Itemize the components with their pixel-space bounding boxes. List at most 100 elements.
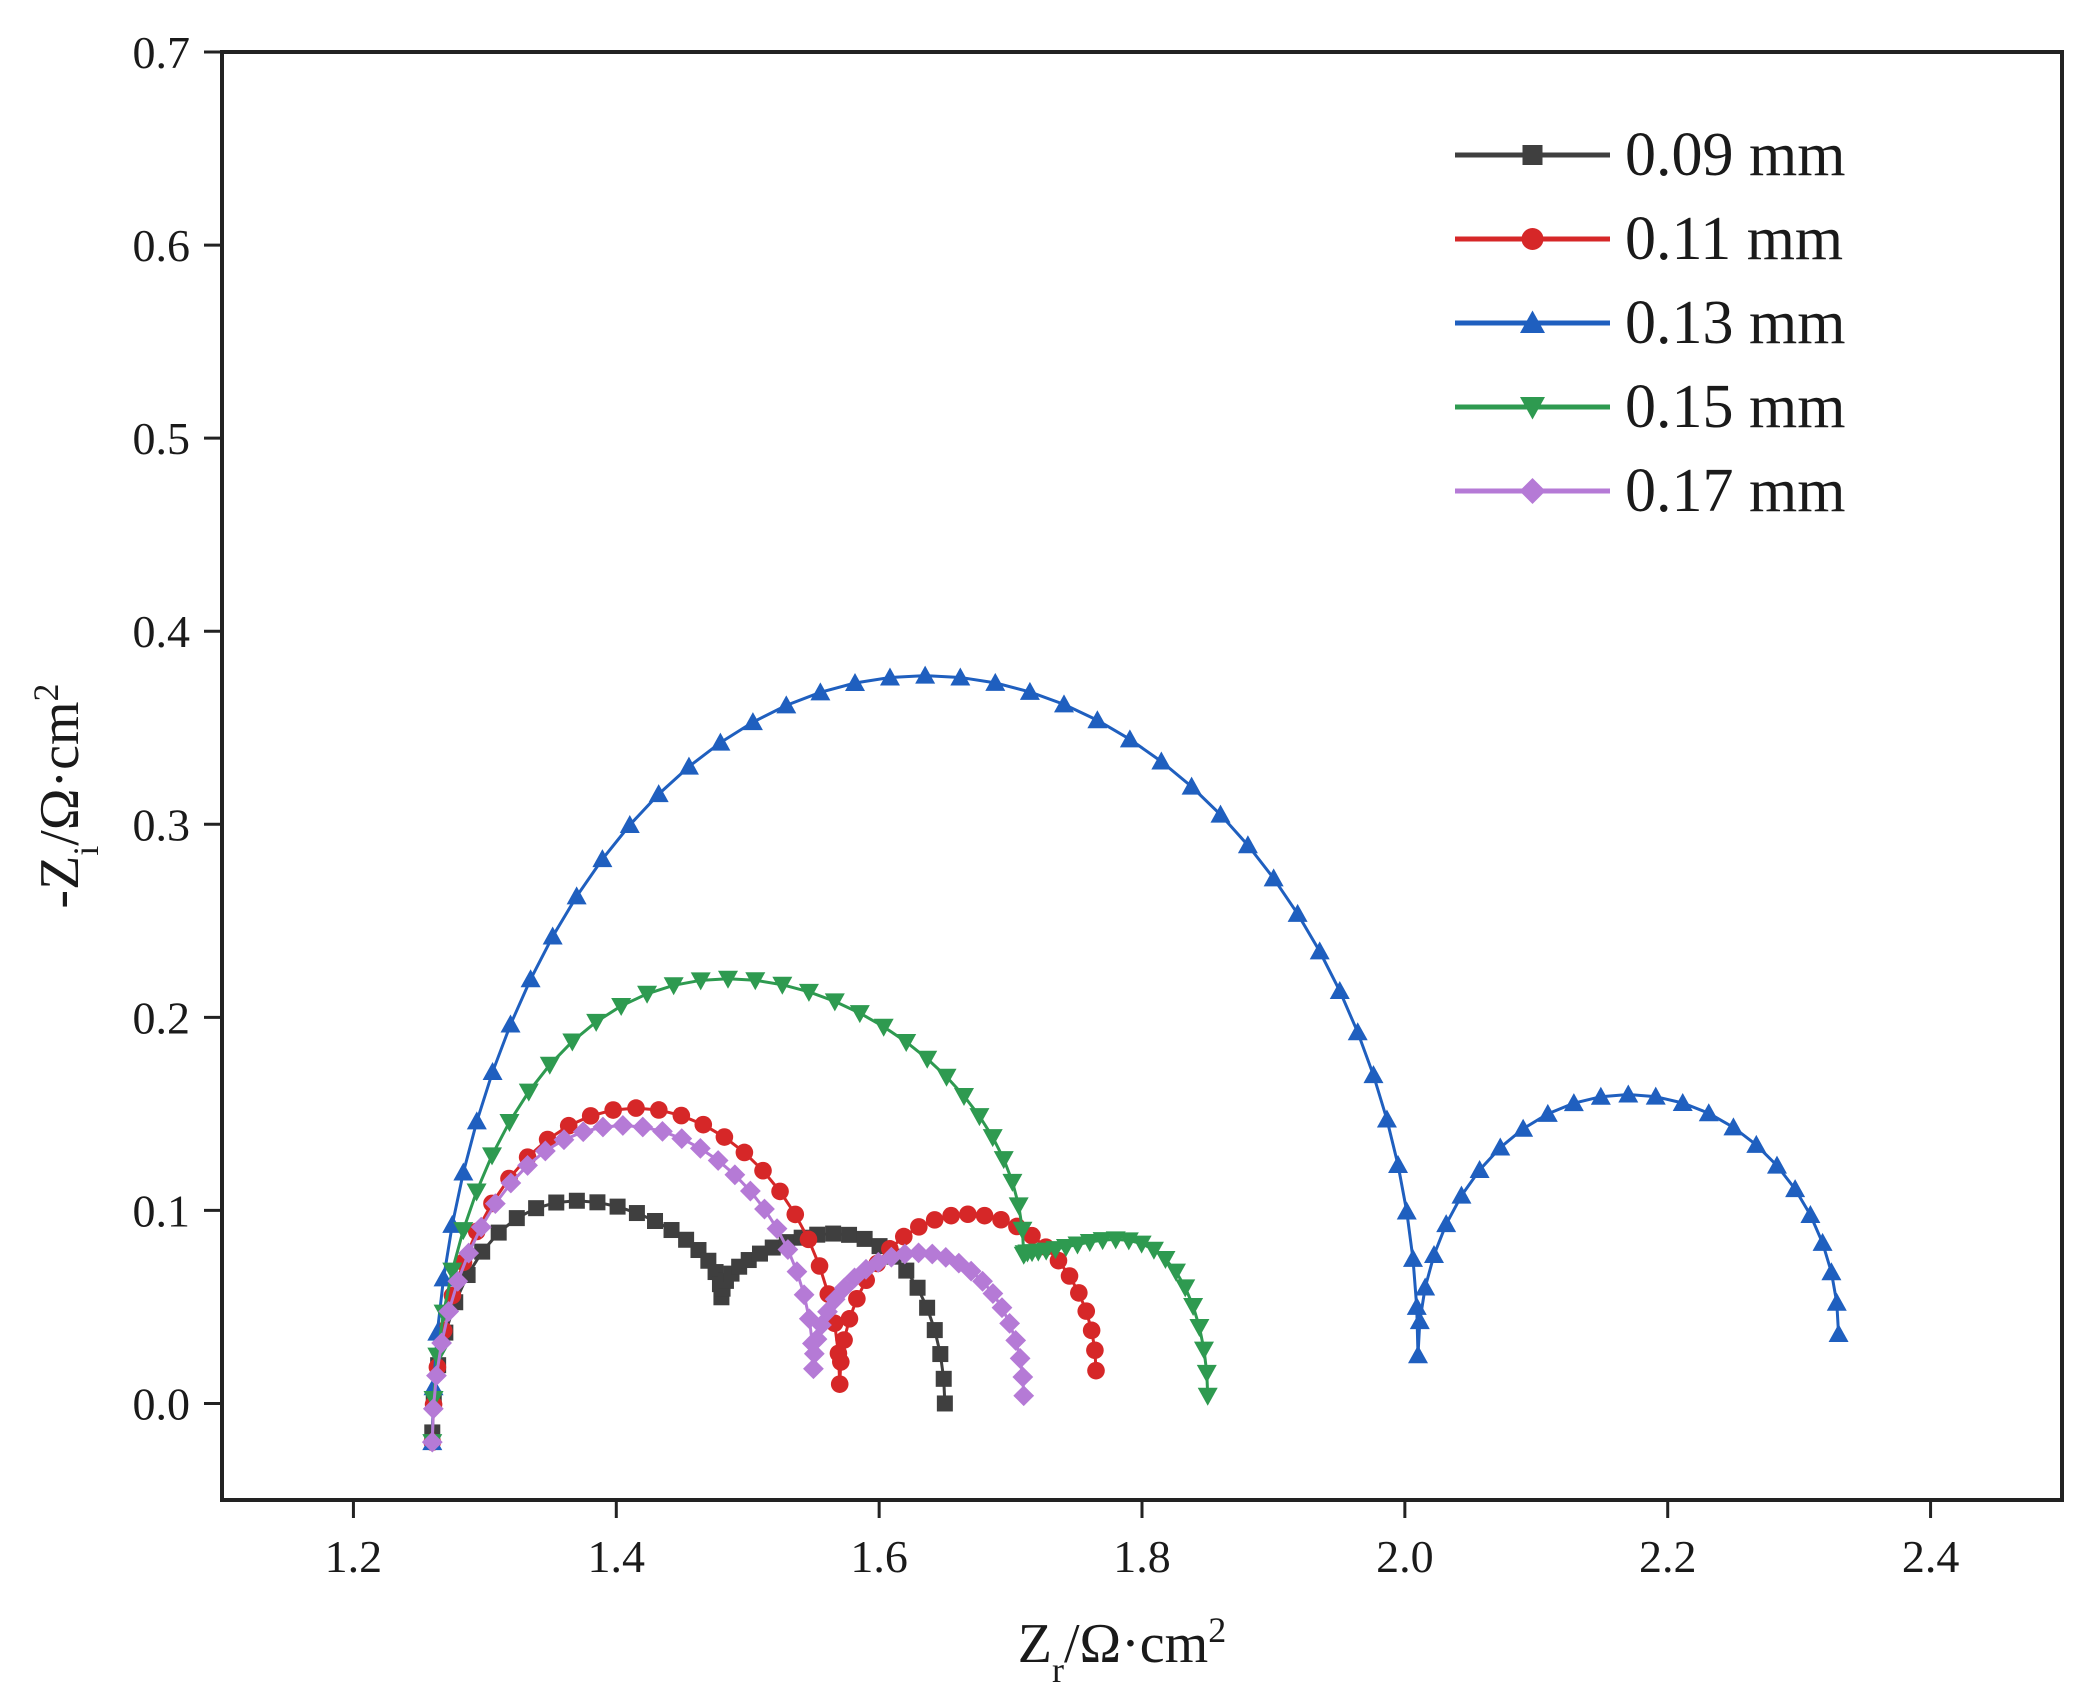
- data-point: [735, 1143, 754, 1162]
- data-point: [484, 1193, 506, 1215]
- data-point: [754, 1161, 772, 1180]
- x-tick-label: 2.4: [1902, 1531, 1960, 1582]
- data-point: [1067, 1236, 1088, 1255]
- x-tick-label: 2.0: [1376, 1531, 1434, 1582]
- series-0.17-mm: [421, 1115, 1035, 1453]
- legend-label: 0.09 mm: [1625, 121, 1845, 189]
- data-point: [499, 1113, 520, 1132]
- data-point: [992, 1210, 1010, 1229]
- data-point: [742, 712, 763, 731]
- data-point: [1451, 1185, 1472, 1204]
- data-point: [993, 1151, 1014, 1170]
- data-point: [898, 1262, 915, 1279]
- data-point: [421, 1431, 443, 1453]
- data-point: [612, 1115, 634, 1136]
- data-point: [1086, 1341, 1104, 1360]
- data-point: [936, 1395, 953, 1412]
- data-point: [935, 1370, 952, 1387]
- data-point: [1092, 1232, 1113, 1251]
- data-point: [1522, 145, 1543, 165]
- data-point: [925, 1211, 944, 1229]
- data-point: [1388, 1154, 1409, 1173]
- y-tick-label: 0.0: [133, 1378, 191, 1429]
- data-point: [848, 1289, 866, 1308]
- y-tick-label: 0.2: [133, 992, 191, 1043]
- data-point: [500, 1172, 522, 1194]
- data-point: [611, 997, 632, 1016]
- data-point: [586, 1013, 607, 1032]
- data-point: [894, 1227, 913, 1246]
- data-point: [1287, 903, 1308, 922]
- data-point: [909, 1279, 926, 1296]
- x-tick-label: 1.8: [1113, 1531, 1171, 1582]
- x-axis-label: Zr/Ω·cm2: [1018, 1610, 1226, 1689]
- data-point: [609, 1198, 626, 1215]
- data-point: [1563, 1093, 1584, 1112]
- data-point: [508, 1210, 525, 1227]
- data-point: [803, 1343, 825, 1365]
- data-point: [896, 1033, 917, 1052]
- data-point: [751, 1245, 768, 1262]
- data-point: [592, 849, 613, 868]
- data-point: [926, 1322, 943, 1339]
- data-point: [935, 1247, 957, 1268]
- data-point: [1077, 1302, 1096, 1320]
- data-point: [671, 1128, 693, 1149]
- data-point: [1183, 1298, 1204, 1317]
- data-point: [942, 1206, 960, 1225]
- y-tick-label: 0.3: [133, 799, 191, 850]
- x-tick-label: 2.2: [1639, 1531, 1697, 1582]
- data-point: [663, 977, 684, 996]
- x-tick-label: 1.2: [325, 1531, 383, 1582]
- data-point: [431, 1332, 453, 1354]
- data-point: [953, 1087, 974, 1106]
- data-point: [1828, 1323, 1849, 1342]
- data-point: [534, 1140, 556, 1162]
- y-tick-label: 0.4: [133, 606, 191, 657]
- data-point: [845, 673, 866, 692]
- data-point: [1087, 710, 1108, 729]
- data-point: [1723, 1117, 1744, 1136]
- data-point: [1087, 1361, 1105, 1380]
- data-point: [528, 1200, 545, 1217]
- y-tick-label: 0.5: [133, 413, 191, 464]
- legend-item: 0.17 mm: [1455, 457, 1845, 525]
- data-point: [1746, 1134, 1767, 1153]
- data-point: [715, 1128, 734, 1146]
- data-point: [999, 1313, 1021, 1334]
- data-point: [1469, 1159, 1490, 1178]
- data-point: [950, 667, 971, 686]
- data-point: [1070, 1284, 1088, 1302]
- data-point: [835, 1331, 853, 1349]
- data-point: [689, 1137, 711, 1159]
- data-point: [1023, 1226, 1041, 1245]
- data-point: [985, 672, 1006, 691]
- data-point: [568, 1192, 585, 1209]
- data-point: [799, 1230, 818, 1249]
- data-point: [1415, 1277, 1436, 1296]
- legend: 0.09 mm 0.11 mm 0.13 mm 0.15 mm 0.17 mm: [1455, 121, 1845, 525]
- legend-item: 0.13 mm: [1455, 289, 1845, 357]
- data-point: [1785, 1179, 1806, 1198]
- data-point: [517, 1155, 538, 1176]
- data-point: [1521, 228, 1544, 250]
- data-point: [539, 1056, 560, 1075]
- data-point: [474, 1243, 491, 1260]
- data-point: [1618, 1084, 1639, 1103]
- data-point: [466, 1183, 487, 1202]
- data-point: [690, 972, 711, 991]
- data-point: [959, 1205, 977, 1224]
- data-point: [786, 1205, 805, 1224]
- y-tick-label: 0.6: [133, 220, 191, 271]
- data-point: [849, 1005, 870, 1024]
- data-point: [619, 815, 640, 834]
- data-point: [832, 1353, 850, 1371]
- y-tick-label: 0.7: [133, 27, 191, 78]
- data-point: [632, 1116, 654, 1138]
- data-point: [648, 784, 669, 803]
- data-point: [1766, 1155, 1787, 1174]
- data-point: [936, 1068, 957, 1087]
- data-point: [542, 926, 563, 945]
- axes: 1.2 1.4 1.6 1.8 2.0 2.2 2.4 0.0 0.1 0.2 0.3 0.4 0.5 0…: [133, 27, 2064, 1582]
